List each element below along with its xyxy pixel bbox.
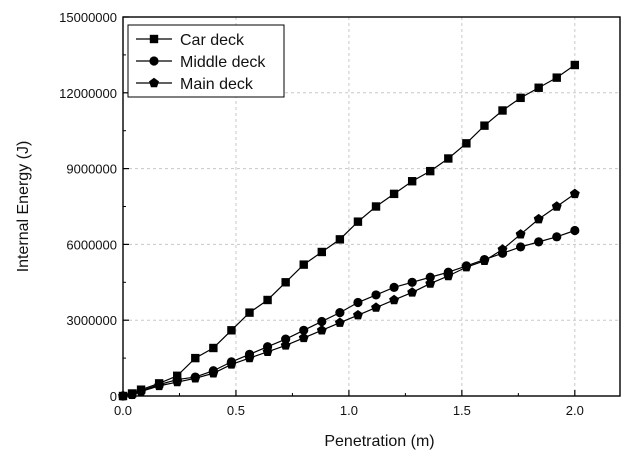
data-point-main-deck [127,389,137,399]
y-tick-label: 0 [110,389,117,404]
data-point-main-deck [208,368,219,378]
data-point-car-deck [480,121,489,130]
data-point-main-deck [316,325,327,335]
data-point-main-deck [407,287,418,297]
y-tick-label: 3000000 [66,313,117,328]
data-point-middle-deck [371,290,381,300]
data-point-main-deck [298,332,309,343]
data-point-car-deck [317,247,326,257]
data-point-middle-deck [281,334,291,344]
y-tick-label: 9000000 [66,162,117,177]
data-point-middle-deck [389,282,399,292]
data-point-main-deck [569,188,580,199]
data-point-middle-deck [353,297,363,308]
data-point-car-deck [227,326,236,335]
data-point-car-deck [426,166,435,176]
data-point-main-deck [244,352,255,363]
data-series [118,60,580,401]
data-point-main-deck [479,255,490,266]
legend-label-middle-deck: Middle deck [180,54,266,71]
data-point-main-deck [226,359,237,369]
data-point-main-deck [515,229,526,239]
x-tick-label: 1.0 [340,403,358,418]
data-point-middle-deck [317,316,327,327]
data-point-car-deck [245,308,254,317]
data-point-car-deck [444,154,453,163]
data-point-main-deck [533,213,544,224]
y-tick-label: 15000000 [59,10,117,25]
data-point-main-deck [461,261,472,272]
data-point-main-deck [118,390,128,401]
x-tick-label: 0.5 [227,403,245,418]
legend-marker-middle-deck [149,56,159,66]
data-point-car-deck [353,217,363,226]
y-tick-label: 6000000 [66,237,117,252]
data-point-car-deck [263,295,272,305]
y-tick-label: 12000000 [59,86,117,101]
legend-label-main-deck: Main deck [180,76,254,93]
data-point-middle-deck [534,237,544,247]
axis-ticks: 0.0 0.5 1.0 1.5 2.0 0 3000000 6000000 9000000 120… [59,10,584,418]
data-point-main-deck [190,373,201,383]
x-tick-label: 0.0 [114,403,132,418]
data-point-middle-deck [552,232,562,242]
data-point-main-deck [154,380,165,391]
data-point-middle-deck [570,225,580,236]
data-point-main-deck [172,376,183,387]
series-main-deck [118,188,580,401]
legend-marker-car-deck [149,34,159,44]
legend: Car deck Middle deck Main deck [127,24,285,98]
data-point-middle-deck [299,325,309,335]
x-axis-label: Penetration (m) [324,433,434,450]
data-point-main-deck [425,278,436,288]
data-point-car-deck [371,202,381,211]
data-point-car-deck [534,83,543,92]
data-point-middle-deck [516,242,526,252]
data-point-car-deck [335,235,345,244]
data-point-car-deck [516,93,525,103]
legend-label-car-deck: Car deck [180,32,245,49]
data-point-car-deck [498,106,507,115]
legend-marker-main-deck [149,77,159,88]
data-point-car-deck [407,177,417,186]
data-point-main-deck [136,386,147,396]
data-point-main-deck [280,340,291,350]
data-point-main-deck [551,201,562,211]
data-point-car-deck [191,353,200,363]
data-point-main-deck [389,294,400,305]
data-point-middle-deck [425,272,435,282]
data-point-main-deck [497,244,508,254]
x-tick-label: 1.5 [453,403,471,418]
data-point-car-deck [570,60,580,70]
data-point-car-deck [209,343,218,353]
data-point-car-deck [389,189,399,199]
data-point-main-deck [443,270,454,281]
data-point-middle-deck [407,277,417,287]
data-point-main-deck [262,346,273,356]
x-tick-label: 2.0 [566,403,584,418]
data-point-middle-deck [335,308,345,318]
data-point-main-deck [334,317,345,327]
data-point-main-deck [371,302,381,312]
y-axis-label: Internal Energy (J) [15,141,32,273]
data-point-car-deck [552,73,561,82]
series-car-deck [118,60,580,401]
data-point-car-deck [281,278,290,287]
data-point-car-deck [299,260,308,269]
data-point-main-deck [353,309,363,320]
data-point-car-deck [462,139,471,148]
